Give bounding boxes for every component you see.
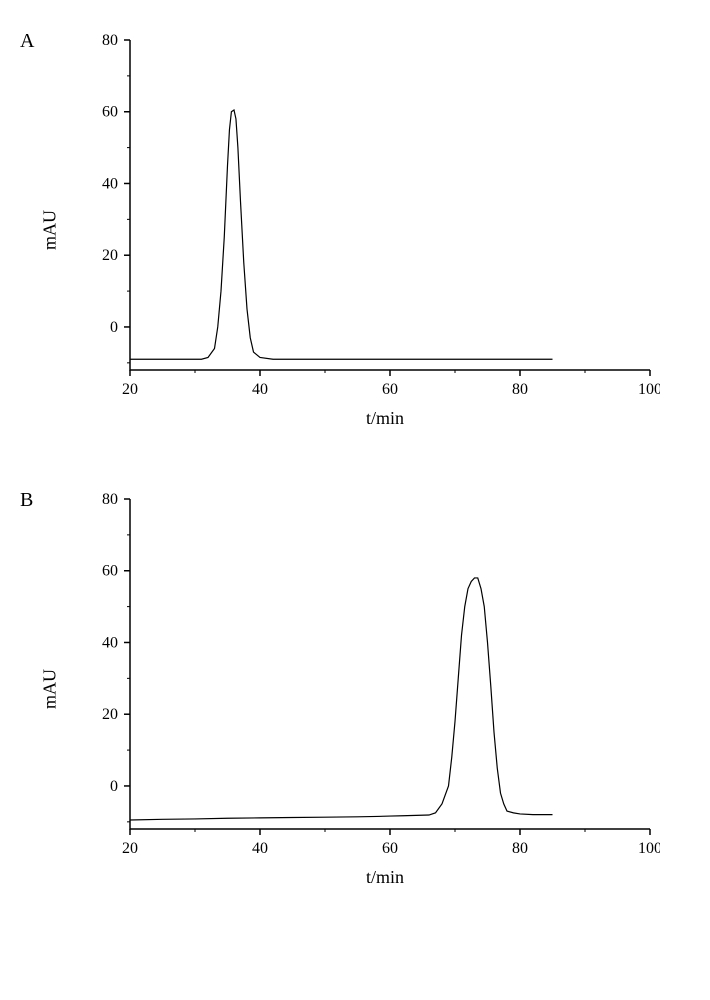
chart-b-ylabel: mAU	[40, 669, 61, 709]
chart-b-xlabel: t/min	[80, 867, 690, 888]
svg-text:20: 20	[122, 840, 138, 857]
panel-a: A mAU 20 40 60 80 100 0 20 40 60 80 t/min	[20, 30, 690, 429]
chart-a-wrap: mAU 20406080100020406080 t/min	[80, 30, 690, 429]
svg-text:0: 0	[110, 319, 118, 336]
svg-text:80: 80	[512, 840, 528, 857]
svg-text:20: 20	[122, 381, 138, 398]
svg-text:60: 60	[382, 381, 398, 398]
figure: A mAU 20 40 60 80 100 0 20 40 60 80 t/min B mAU 2…	[20, 30, 690, 888]
panel-b-label: B	[20, 489, 33, 512]
svg-text:60: 60	[102, 563, 118, 580]
svg-text:20: 20	[102, 706, 118, 723]
svg-text:0: 0	[110, 778, 118, 795]
svg-text:60: 60	[102, 104, 118, 121]
svg-text:40: 40	[102, 175, 118, 192]
chart-b-wrap: mAU 20406080100020406080 t/min	[80, 489, 690, 888]
chart-b-svg: 20 40 60 80 100 0 20 40 60 80	[80, 489, 660, 859]
svg-text:80: 80	[512, 381, 528, 398]
chart-a-svg: 20 40 60 80 100 0 20 40 60 80	[80, 30, 660, 400]
svg-text:80: 80	[102, 491, 118, 508]
svg-text:100: 100	[638, 840, 660, 857]
svg-text:80: 80	[102, 32, 118, 49]
chart-a-ylabel: mAU	[40, 210, 61, 250]
svg-text:40: 40	[252, 381, 268, 398]
panel-a-label: A	[20, 30, 34, 53]
svg-text:60: 60	[382, 840, 398, 857]
panel-b: B mAU 20 40 60 80 100 0 20 40 60 80 t/min	[20, 489, 690, 888]
svg-text:100: 100	[638, 381, 660, 398]
chart-a-xlabel: t/min	[80, 408, 690, 429]
svg-text:40: 40	[252, 840, 268, 857]
svg-text:20: 20	[102, 247, 118, 264]
svg-text:40: 40	[102, 634, 118, 651]
